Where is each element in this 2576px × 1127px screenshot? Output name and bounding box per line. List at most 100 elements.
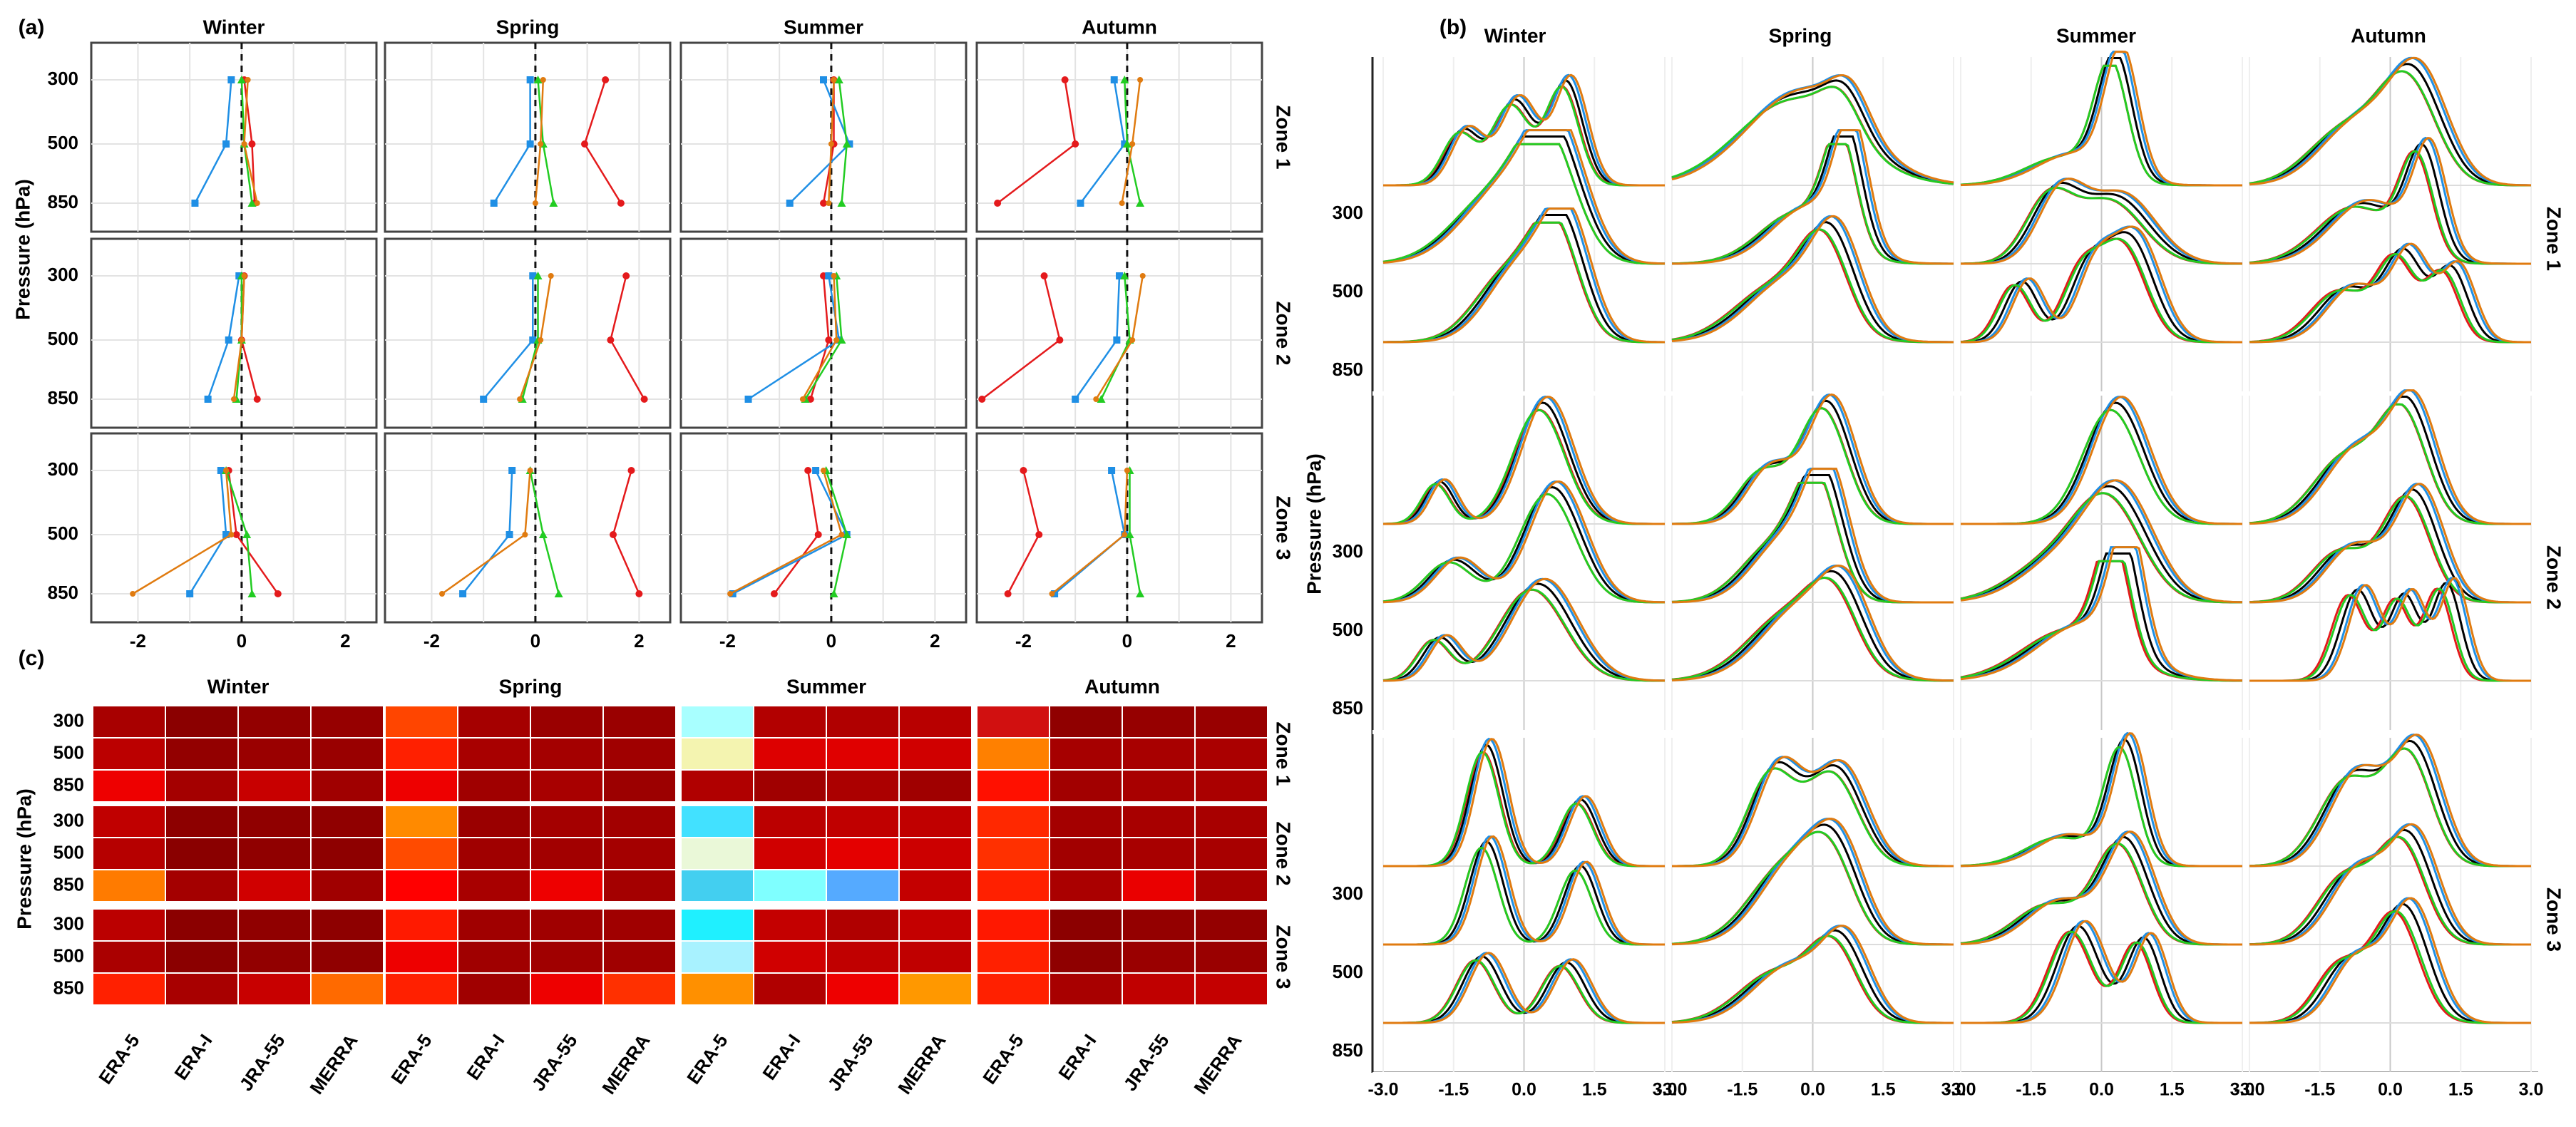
density-merra <box>1383 738 1665 868</box>
panel-c-xtick: MERRA <box>597 1030 654 1098</box>
facet-frame <box>975 237 1263 429</box>
panel-b-ylabel: Pressure (hPa) <box>1303 453 1325 595</box>
heatmap-cell <box>976 769 1050 803</box>
point-merra <box>1124 468 1130 473</box>
panel-a-xtick: 2 <box>634 630 644 652</box>
panel-a-ylabel: Pressure (hPa) <box>11 179 34 320</box>
density-era-i <box>2249 56 2532 187</box>
heatmap-cell <box>976 869 1050 902</box>
panel-b-xtick: 3.0 <box>2230 1080 2255 1100</box>
heatmap-cell <box>237 869 312 902</box>
density-jra-55 <box>1383 221 1665 344</box>
heatmap-cell <box>1194 940 1268 974</box>
heatmap-cell <box>1049 769 1123 803</box>
point-era-i <box>744 396 752 403</box>
point-jra-55 <box>549 199 558 207</box>
panel-b-ytick: 300 <box>1333 202 1363 223</box>
point-era-5 <box>825 336 833 344</box>
panel-c-ytick: 500 <box>53 841 84 863</box>
point-era-5 <box>607 336 615 344</box>
point-merra <box>826 200 832 206</box>
density-merra <box>1382 129 1666 265</box>
heatmap-cell <box>602 705 677 739</box>
density-merra <box>2249 56 2531 187</box>
panel-a-facet-z3-autumn <box>975 432 1263 624</box>
point-merra <box>231 396 237 402</box>
heatmap-cell <box>384 769 458 803</box>
point-era-i <box>1110 76 1118 83</box>
heatmap-cell <box>898 908 973 942</box>
panel-b-facet-z2-spring <box>1671 393 1954 731</box>
panel-b-xtick: 3.0 <box>1941 1080 1966 1100</box>
point-jra-55 <box>247 199 257 207</box>
heatmap-cell <box>165 908 239 942</box>
point-jra-55 <box>837 199 846 207</box>
heatmap-cell <box>1122 940 1196 974</box>
point-merra <box>831 77 837 83</box>
panel-c-xtick: ERA-5 <box>978 1030 1027 1088</box>
density-jra-55 <box>1382 493 1665 604</box>
panel-c-xtick: JRA-55 <box>823 1030 878 1095</box>
heatmap-cell <box>753 908 827 942</box>
point-era-5 <box>1072 140 1079 148</box>
panel-b-xtick: 3.0 <box>1653 1080 1678 1100</box>
heatmap-cell <box>457 940 531 974</box>
panel-c-ytick: 850 <box>53 773 84 795</box>
heatmap-cell <box>310 869 384 902</box>
point-era-i <box>1077 200 1084 207</box>
panel-b-xtick: -3.0 <box>1945 1080 1976 1100</box>
panel-a-facet-z1-spring <box>384 41 672 233</box>
panel-a-label: (a) <box>19 16 45 39</box>
heatmap-cell <box>753 705 827 739</box>
panel-c-xtick: JRA-55 <box>528 1030 582 1095</box>
heatmap-cell <box>898 737 973 771</box>
point-era-i <box>459 590 467 597</box>
density-merra <box>2249 389 2531 525</box>
heatmap-cell <box>237 705 312 739</box>
heatmap-cell <box>530 769 604 803</box>
heatmap-cell <box>237 737 312 771</box>
heatmap-cell <box>680 940 754 974</box>
point-era-i <box>186 590 194 597</box>
point-merra <box>1093 396 1099 402</box>
point-merra <box>241 141 247 147</box>
density-merra <box>1383 207 1666 344</box>
density-jra-55 <box>1960 560 2242 682</box>
panel-a-zone-1: Zone 1 <box>1273 105 1295 169</box>
density-jra-55 <box>2249 747 2531 868</box>
panel-c-season-winter: Winter <box>207 675 270 697</box>
density-merra <box>1383 835 1665 946</box>
point-jra-55 <box>1136 590 1145 597</box>
heatmap-cell <box>976 972 1050 1006</box>
panel-b-xtick: 0.0 <box>1512 1080 1536 1100</box>
heatmap-cell <box>530 705 604 739</box>
point-era-5 <box>640 396 648 403</box>
point-era-5 <box>994 200 1002 207</box>
heatmap-cell <box>826 737 900 771</box>
point-merra <box>538 141 544 147</box>
point-era-i <box>820 76 827 83</box>
heatmap-cell <box>898 972 973 1006</box>
panel-a-facet-z3-summer <box>679 432 968 624</box>
heatmap-cell <box>680 769 754 803</box>
panel-a-facet-z1-winter <box>90 41 378 233</box>
heatmap-cell <box>826 769 900 803</box>
panel-a-xtick: -2 <box>130 630 146 652</box>
density-jra-55 <box>2249 252 2531 344</box>
density-merra <box>1961 732 2242 868</box>
point-jra-55 <box>1125 530 1134 538</box>
point-era-i <box>217 467 225 474</box>
point-era-5 <box>1035 531 1043 538</box>
panel-b-xtick: 1.5 <box>1871 1080 1896 1100</box>
heatmap-cell <box>92 972 166 1006</box>
density-merra <box>1383 952 1665 1024</box>
point-era-i <box>812 467 820 474</box>
heatmap-cell <box>457 769 531 803</box>
facet-frame <box>90 41 378 233</box>
panel-b-ytick: 300 <box>1333 540 1363 562</box>
panel-c-ytick: 850 <box>53 977 84 998</box>
heatmap-cell <box>753 869 827 902</box>
density-merra <box>1383 73 1665 187</box>
panel-b-xtick: 0.0 <box>2089 1080 2114 1100</box>
heatmap-cell <box>826 837 900 870</box>
